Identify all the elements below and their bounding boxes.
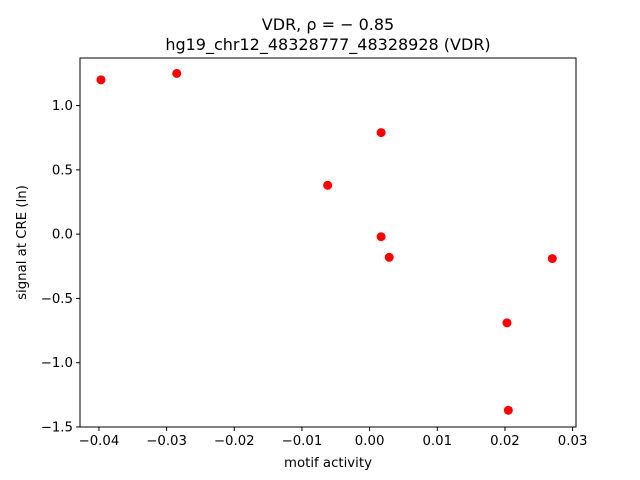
y-tick-label: 0.5 — [52, 163, 73, 178]
data-point — [96, 75, 106, 85]
y-tick-label: 1.0 — [52, 99, 73, 114]
data-point — [172, 68, 182, 78]
y-tick-label: 0.0 — [52, 228, 73, 243]
data-point — [384, 252, 394, 262]
x-tick-label: 0.00 — [355, 434, 385, 449]
y-axis-label: signal at CRE (ln) — [15, 185, 30, 300]
y-tick-label: −0.5 — [41, 292, 73, 307]
data-point — [376, 128, 386, 138]
data-points — [96, 68, 557, 415]
x-tick-label: 0.01 — [422, 434, 452, 449]
y-tick-label: −1.5 — [41, 421, 73, 436]
x-tick-label: 0.02 — [490, 434, 520, 449]
x-tick-label: −0.04 — [79, 434, 120, 449]
x-tick-label: −0.01 — [282, 434, 323, 449]
x-tick-label: −0.03 — [146, 434, 187, 449]
data-point — [376, 232, 386, 242]
x-tick-label: −0.02 — [214, 434, 255, 449]
plot-frame — [79, 57, 577, 428]
y-axis-ticks: −1.5 −1.0 −0.5 0.0 0.5 1.0 — [41, 99, 80, 436]
x-axis-ticks: −0.04 −0.03 −0.02 −0.01 0.00 0.01 0.02 0.03 — [79, 427, 588, 449]
plot-area — [80, 58, 576, 427]
data-point — [502, 318, 512, 328]
data-point — [547, 254, 557, 264]
x-axis-label: motif activity — [284, 456, 372, 471]
chart-title-line1: VDR, ρ = − 0.85 — [262, 15, 394, 34]
data-point — [503, 405, 513, 415]
y-tick-label: −1.0 — [41, 356, 73, 371]
chart-title-line2: hg19_chr12_48328777_48328928 (VDR) — [165, 35, 490, 55]
x-tick-label: 0.03 — [558, 434, 588, 449]
data-point — [323, 180, 333, 190]
